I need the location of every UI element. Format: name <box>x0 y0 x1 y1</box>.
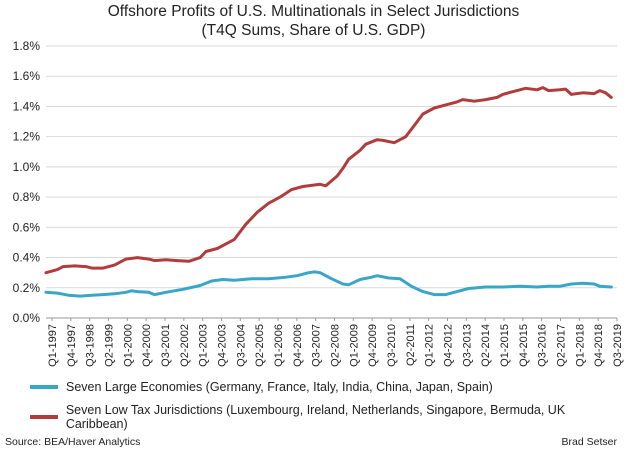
legend-item-large-economies: Seven Large Economies (Germany, France, … <box>30 380 493 394</box>
x-tick-label: Q3-2010 <box>386 324 398 367</box>
legend-item-low-tax: Seven Low Tax Jurisdictions (Luxembourg,… <box>30 403 627 431</box>
legend-label-low-tax: Seven Low Tax Jurisdictions (Luxembourg,… <box>65 403 566 431</box>
x-tick-label: Q3-2007 <box>311 324 323 367</box>
x-tick-label: Q3-2001 <box>160 324 172 367</box>
x-tick-label: Q4-2006 <box>292 324 304 367</box>
x-tick-label: Q3-2019 <box>612 324 624 367</box>
y-tick-label: 1.6% <box>13 69 41 83</box>
series-line-large-economies <box>44 270 613 298</box>
x-tick-label: Q4-2009 <box>367 324 379 367</box>
y-tick-label: 0.4% <box>13 251 41 265</box>
x-tick-label: Q2-2005 <box>254 324 266 367</box>
x-tick-label: Q4-2000 <box>141 324 153 367</box>
author-credit: Brad Setser <box>561 436 617 448</box>
x-tick-label: Q4-2018 <box>593 324 605 367</box>
x-tick-label: Q1-2009 <box>348 324 360 367</box>
y-tick-label: 0.2% <box>13 281 41 295</box>
x-tick-label: Q4-2012 <box>443 324 455 367</box>
x-tick-label: Q1-2018 <box>574 324 586 367</box>
x-tick-label: Q2-1999 <box>104 324 116 367</box>
x-tick-label: Q4-2015 <box>518 324 530 367</box>
legend-swatch-low-tax <box>30 415 58 419</box>
x-tick-label: Q2-2008 <box>330 324 342 367</box>
y-tick-label: 1.4% <box>13 99 41 113</box>
x-tick-label: Q1-2000 <box>122 324 134 367</box>
source-note: Source: BEA/Haver Analytics <box>5 436 141 448</box>
y-tick-label: 0.0% <box>13 311 41 325</box>
y-tick-label: 0.6% <box>13 220 41 234</box>
legend-label-large-economies: Seven Large Economies (Germany, France, … <box>66 380 493 394</box>
x-tick-label: Q3-2013 <box>461 324 473 367</box>
chart-subtitle: (T4Q Sums, Share of U.S. GDP) <box>201 22 426 39</box>
legend-swatch-large-economies <box>30 385 58 389</box>
chart-title: Offshore Profits of U.S. Multinationals … <box>107 3 520 20</box>
x-tick-label: Q1-2015 <box>499 324 511 367</box>
series-layer <box>44 86 613 298</box>
x-tick-label: Q2-2014 <box>480 324 492 367</box>
x-tick-label: Q4-1997 <box>66 324 78 367</box>
x-tick-label: Q3-2004 <box>235 324 247 367</box>
x-tick-label: Q3-1998 <box>85 324 97 367</box>
x-tick-label: Q2-2011 <box>405 324 417 366</box>
series-line-low-tax <box>44 86 613 275</box>
x-axis: Q1-1997 Q4-1997 Q3-1998 Q2-1999 Q1-2000 Q4-20… <box>47 318 624 367</box>
x-tick-label: Q2-2017 <box>556 324 568 367</box>
x-tick-label: Q1-2012 <box>424 324 436 367</box>
y-tick-label: 1.0% <box>13 160 41 174</box>
x-tick-label: Q4-2003 <box>217 324 229 367</box>
x-tick-label: Q1-1997 <box>47 324 59 367</box>
x-tick-label: Q2-2002 <box>179 324 191 367</box>
y-tick-label: 1.2% <box>13 130 41 144</box>
y-tick-label: 1.8% <box>13 39 41 53</box>
y-axis: 0.0% 0.2% 0.4% 0.6% 0.8% 1.0% 1.2% 1.4% 1.6% 1.8% <box>13 39 41 325</box>
y-tick-label: 0.8% <box>13 190 41 204</box>
x-tick-label: Q1-2003 <box>198 324 210 367</box>
x-tick-label: Q1-2006 <box>273 324 285 367</box>
x-tick-label: Q3-2016 <box>537 324 549 367</box>
